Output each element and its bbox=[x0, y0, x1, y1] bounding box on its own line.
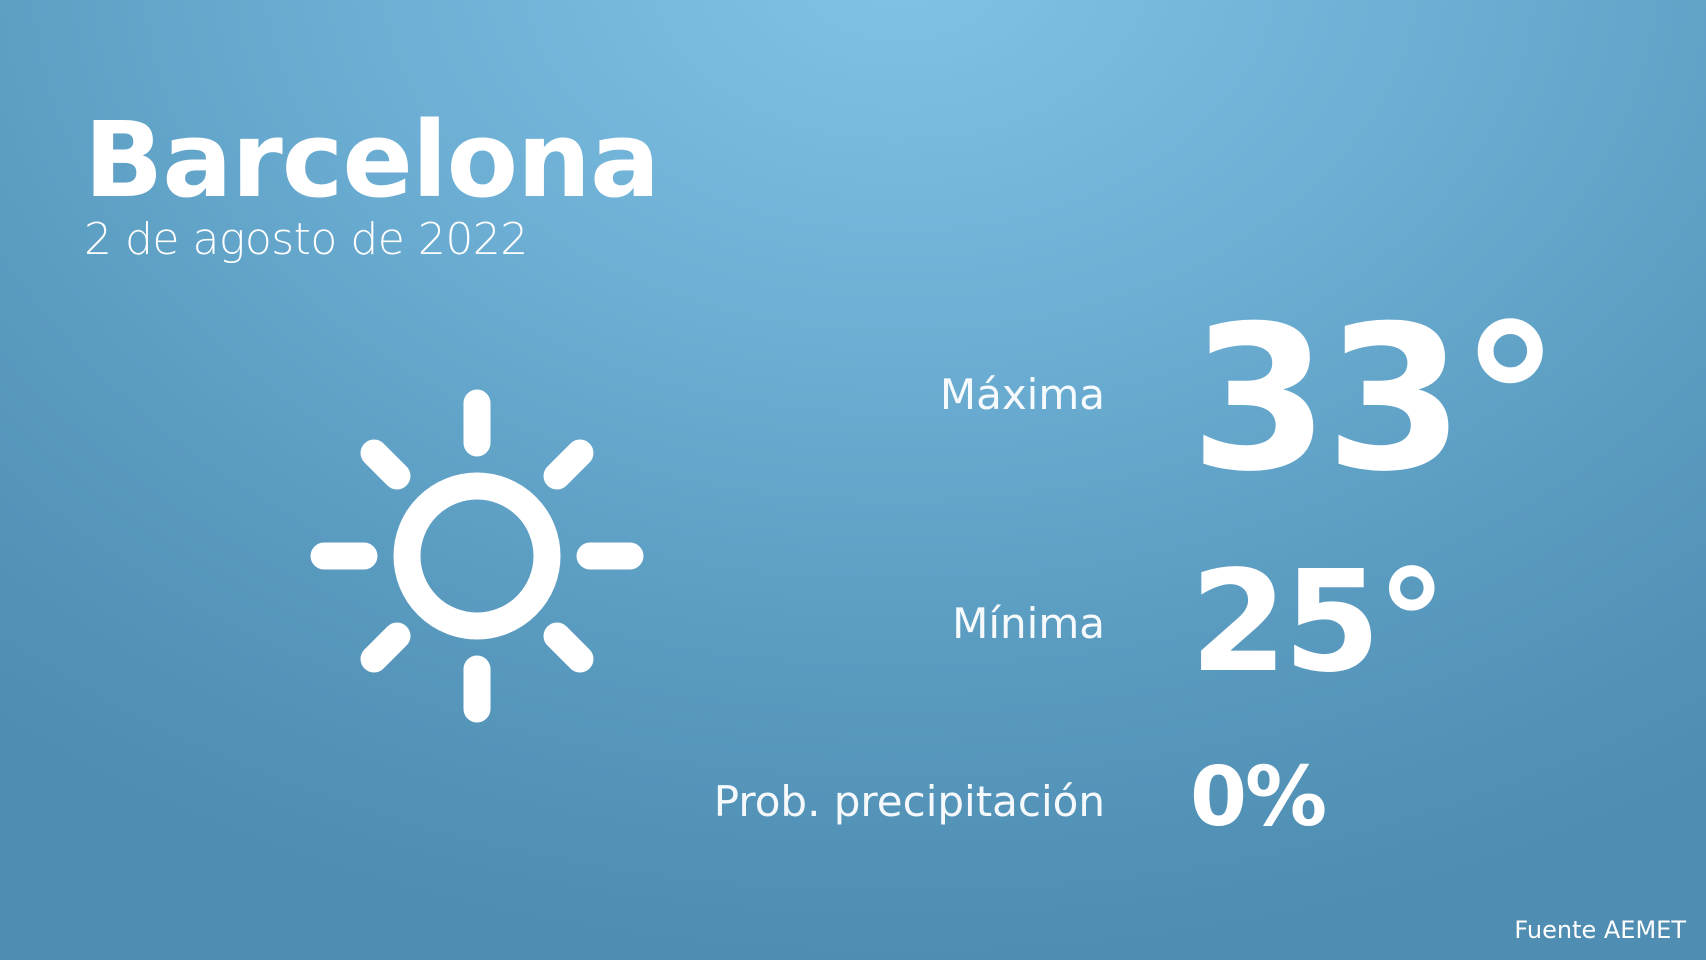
precip-value: 0% bbox=[1190, 750, 1327, 845]
min-temp-label: Mínima bbox=[952, 599, 1105, 648]
city-name: Barcelona bbox=[84, 99, 660, 221]
max-temp-label: Máxima bbox=[939, 370, 1105, 419]
source-credit: Fuente AEMET bbox=[1514, 916, 1686, 944]
min-temp-value: 25° bbox=[1190, 541, 1447, 704]
forecast-date: 2 de agosto de 2022 bbox=[84, 214, 528, 265]
precip-label: Prob. precipitación bbox=[713, 777, 1105, 826]
max-temp-value: 33° bbox=[1190, 283, 1560, 516]
sun-icon bbox=[310, 389, 644, 723]
